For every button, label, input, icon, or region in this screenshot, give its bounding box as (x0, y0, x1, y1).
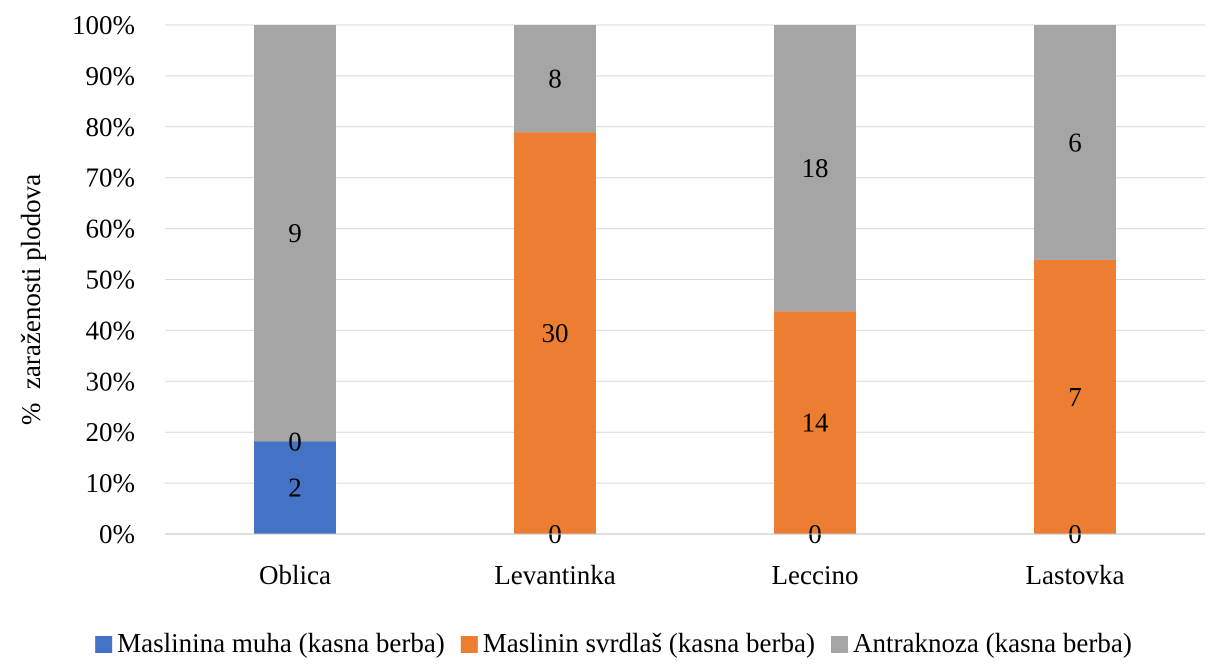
bar-segment (254, 25, 336, 442)
data-label: 14 (802, 408, 830, 438)
y-tick-label: 100% (72, 10, 135, 40)
bar-segment (514, 132, 596, 534)
legend-item[interactable]: Maslinin svrdlaš (kasna berba) (460, 628, 815, 658)
x-tick-label: Levantinka (494, 560, 615, 590)
y-tick-label: 40% (86, 315, 136, 345)
legend-label: Maslinina muha (kasna berba) (117, 628, 445, 658)
x-tick-label: Lastovka (1026, 560, 1125, 590)
legend-item[interactable]: Maslinina muha (kasna berba) (95, 628, 445, 658)
bar-segment (1034, 25, 1116, 260)
data-label: 2 (288, 473, 302, 503)
y-tick-label: 80% (86, 112, 136, 142)
data-label: 0 (288, 426, 302, 456)
legend-label: Antraknoza (kasna berba) (853, 628, 1132, 658)
y-tick-label: 20% (86, 417, 136, 447)
y-tick-label: 90% (86, 61, 136, 91)
x-tick-label: Leccino (772, 560, 859, 590)
bar-segment (254, 441, 336, 534)
y-axis-title: % zaraženosti plodova (16, 174, 46, 425)
gridlines (165, 24, 1205, 484)
y-tick-label: 50% (86, 265, 136, 295)
legend-label: Maslinin svrdlaš (kasna berba) (483, 628, 815, 658)
y-tick-label: 60% (86, 214, 136, 244)
data-label: 7 (1068, 382, 1082, 412)
legend-swatch (830, 636, 848, 653)
bars (254, 25, 1116, 534)
data-label: 8 (548, 64, 562, 94)
y-tick-label: 70% (86, 163, 136, 193)
bar-segment (514, 25, 596, 133)
y-tick-label: 0% (99, 519, 135, 549)
bar-segment (774, 311, 856, 534)
legend-swatch (460, 636, 478, 653)
data-label: 30 (542, 318, 569, 348)
data-label: 9 (288, 218, 302, 248)
bar-segment (1034, 259, 1116, 534)
data-label: 18 (802, 153, 829, 183)
legend-item[interactable]: Antraknoza (kasna berba) (830, 628, 1132, 658)
x-tick-label: Oblica (259, 560, 331, 590)
y-tick-label: 10% (86, 468, 136, 498)
x-axis-ticks: Oblica Levantinka Leccino Lastovka (259, 560, 1124, 590)
bar-segment (774, 25, 856, 312)
y-axis-ticks: 0% 10% 20% 30% 40% 50% 60% 70% 80% 90% 100% (72, 10, 135, 549)
legend[interactable]: Maslinina muha (kasna berba) Maslinin svr… (95, 628, 1132, 658)
y-tick-label: 30% (86, 366, 136, 396)
legend-swatch (95, 636, 113, 653)
data-label: 6 (1068, 127, 1082, 157)
